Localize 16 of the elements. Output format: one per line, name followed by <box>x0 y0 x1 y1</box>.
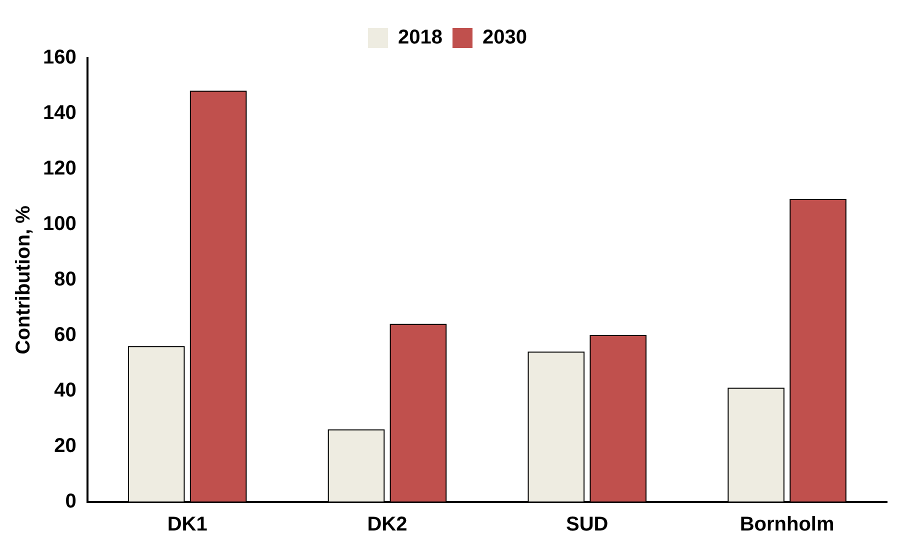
y-tick-label: 140 <box>42 102 76 124</box>
y-tick-label: 120 <box>42 158 76 180</box>
x-tick-label: Bornholm <box>740 514 834 536</box>
y-tick-label: 80 <box>54 268 76 291</box>
y-tick-label: 160 <box>42 46 76 69</box>
legend-label: 2030 <box>482 26 527 49</box>
x-tick-label: SUD <box>566 514 608 536</box>
y-tick-label: 20 <box>54 435 76 458</box>
y-tick-label: 60 <box>54 324 76 346</box>
x-tick-label: DK2 <box>367 514 408 536</box>
y-tick-label: 40 <box>54 380 76 402</box>
y-axis-title: Contribution, % <box>12 205 35 354</box>
legend-label: 2018 <box>398 26 443 49</box>
y-tick-label: 100 <box>42 213 76 236</box>
x-tick-label: DK1 <box>167 514 208 536</box>
y-tick-label: 0 <box>65 490 76 513</box>
